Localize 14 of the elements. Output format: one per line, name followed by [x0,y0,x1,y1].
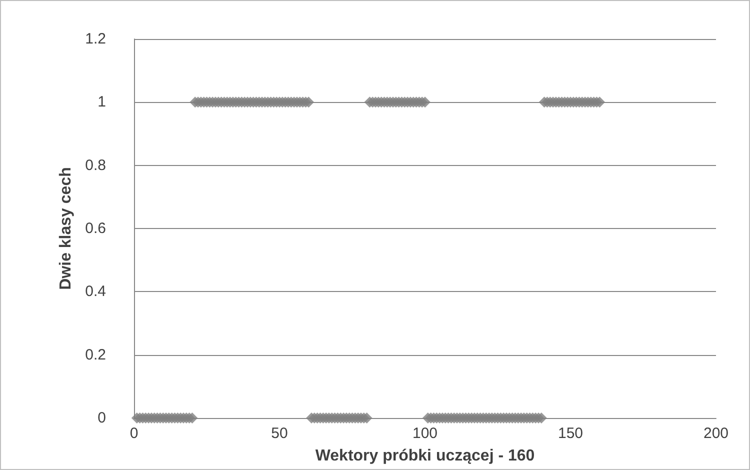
x-tick-label: 0 [130,425,138,442]
y-tick-label: 0.2 [85,346,106,364]
y-tick-label: 0.8 [85,156,106,174]
y-tick-label: 1.2 [85,30,106,48]
x-tick-label: 150 [558,425,584,442]
y-tick-label: 1 [98,94,106,111]
y-tick-label: 0.6 [85,220,106,237]
y-tick-label: 0 [98,410,106,426]
x-tick-label: 200 [703,425,729,442]
x-tick-label: 50 [271,425,288,442]
x-axis-title: Wektory próbki uczącej - 160 [315,448,535,464]
y-tick-label: 0.4 [85,283,106,300]
y-axis-title: Dwie klasy cech [58,167,75,290]
x-tick-label: 100 [412,425,438,442]
